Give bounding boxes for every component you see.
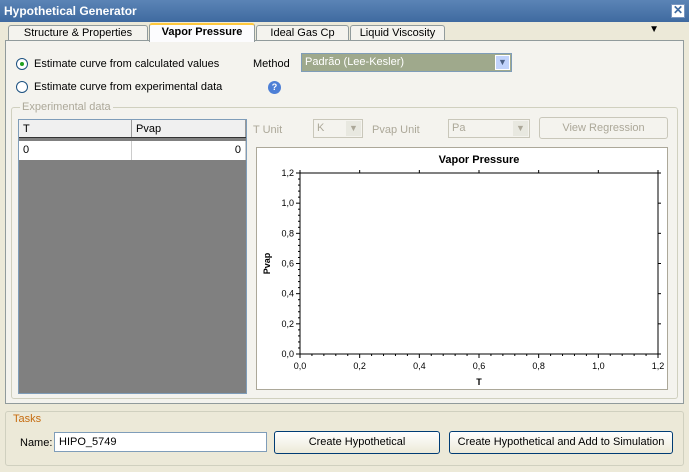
y-tick-label: 0,8 bbox=[281, 228, 294, 238]
y-axis-label: Pvap bbox=[262, 252, 272, 274]
chevron-down-icon[interactable]: ▼ bbox=[513, 121, 528, 136]
chevron-down-icon[interactable]: ▼ bbox=[495, 55, 510, 70]
pvap-unit-select[interactable]: Pa ▼ bbox=[448, 119, 530, 138]
name-input[interactable]: HIPO_5749 bbox=[54, 432, 267, 452]
cell-t[interactable]: 0 bbox=[19, 141, 132, 160]
window-titlebar: Hypothetical Generator ✕ bbox=[0, 0, 689, 22]
tasks-legend: Tasks bbox=[11, 413, 44, 425]
y-tick-label: 0,4 bbox=[281, 289, 294, 299]
view-regression-button[interactable]: View Regression bbox=[539, 117, 668, 139]
tab-ideal-gas-cp[interactable]: Ideal Gas Cp bbox=[256, 25, 349, 41]
create-add-to-simulation-button[interactable]: Create Hypothetical and Add to Simulatio… bbox=[449, 431, 673, 454]
table-row[interactable]: 0 0 bbox=[19, 141, 246, 160]
plot-area bbox=[299, 172, 659, 355]
radio-unchecked-icon[interactable] bbox=[16, 81, 28, 93]
close-icon[interactable]: ✕ bbox=[671, 3, 685, 18]
experimental-data-grid[interactable]: T Pvap 0 0 bbox=[18, 119, 247, 394]
method-label: Method bbox=[253, 58, 290, 70]
vapor-pressure-panel: Estimate curve from calculated values Es… bbox=[5, 40, 684, 404]
t-unit-value: K bbox=[317, 122, 325, 134]
radio-experimental-label: Estimate curve from experimental data bbox=[34, 81, 223, 93]
chart-title: Vapor Pressure bbox=[439, 154, 520, 166]
radio-checked-icon[interactable] bbox=[16, 58, 28, 70]
radio-experimental-data[interactable]: Estimate curve from experimental data bbox=[16, 81, 222, 93]
t-unit-select[interactable]: K ▼ bbox=[313, 119, 363, 138]
pvap-unit-label: Pvap Unit bbox=[372, 124, 420, 136]
y-tick-label: 0,0 bbox=[281, 349, 294, 359]
vapor-pressure-chart: Vapor Pressure 0,0 0,2 0,4 0,6 0,8 1,0 1,2 0,0 0,… bbox=[256, 147, 668, 390]
cell-pvap[interactable]: 0 bbox=[132, 141, 246, 160]
column-header-t[interactable]: T bbox=[19, 120, 132, 137]
experimental-data-legend: Experimental data bbox=[20, 101, 113, 113]
method-select[interactable]: Padrão (Lee-Kesler) ▼ bbox=[301, 53, 512, 72]
window-title: Hypothetical Generator bbox=[4, 4, 137, 18]
x-tick-label: 1,0 bbox=[592, 361, 605, 371]
chart-svg: Vapor Pressure 0,0 0,2 0,4 0,6 0,8 1,0 1,2 0,0 0,… bbox=[262, 154, 665, 387]
tab-vapor-pressure[interactable]: Vapor Pressure bbox=[149, 23, 255, 42]
x-tick-label: 0,4 bbox=[413, 361, 426, 371]
tasks-group bbox=[5, 411, 684, 466]
x-tick-label: 0,0 bbox=[294, 361, 307, 371]
create-hypothetical-button[interactable]: Create Hypothetical bbox=[274, 431, 440, 454]
radio-calculated-values[interactable]: Estimate curve from calculated values bbox=[16, 58, 219, 70]
name-label: Name: bbox=[20, 437, 53, 449]
y-tick-label: 0,2 bbox=[281, 319, 294, 329]
radio-calculated-label: Estimate curve from calculated values bbox=[34, 58, 220, 70]
tab-menu-icon[interactable]: ▼ bbox=[649, 24, 659, 35]
x-tick-label: 0,8 bbox=[532, 361, 545, 371]
column-header-pvap[interactable]: Pvap bbox=[132, 120, 246, 137]
help-icon[interactable]: ? bbox=[268, 81, 281, 94]
y-tick-label: 1,0 bbox=[281, 198, 294, 208]
t-unit-label: T Unit bbox=[253, 124, 283, 136]
experimental-data-group bbox=[11, 107, 678, 399]
pvap-unit-value: Pa bbox=[452, 122, 466, 134]
x-tick-label: 0,2 bbox=[353, 361, 366, 371]
x-axis-label: T bbox=[476, 377, 482, 387]
method-value: Padrão (Lee-Kesler) bbox=[305, 56, 405, 68]
x-tick-label: 0,6 bbox=[473, 361, 486, 371]
chevron-down-icon[interactable]: ▼ bbox=[346, 121, 361, 136]
grid-header: T Pvap bbox=[19, 120, 246, 138]
y-tick-label: 1,2 bbox=[281, 168, 294, 178]
x-tick-label: 1,2 bbox=[652, 361, 665, 371]
y-tick-label: 0,6 bbox=[281, 259, 294, 269]
tab-structure-properties[interactable]: Structure & Properties bbox=[8, 25, 148, 41]
tab-liquid-viscosity[interactable]: Liquid Viscosity bbox=[350, 25, 445, 41]
